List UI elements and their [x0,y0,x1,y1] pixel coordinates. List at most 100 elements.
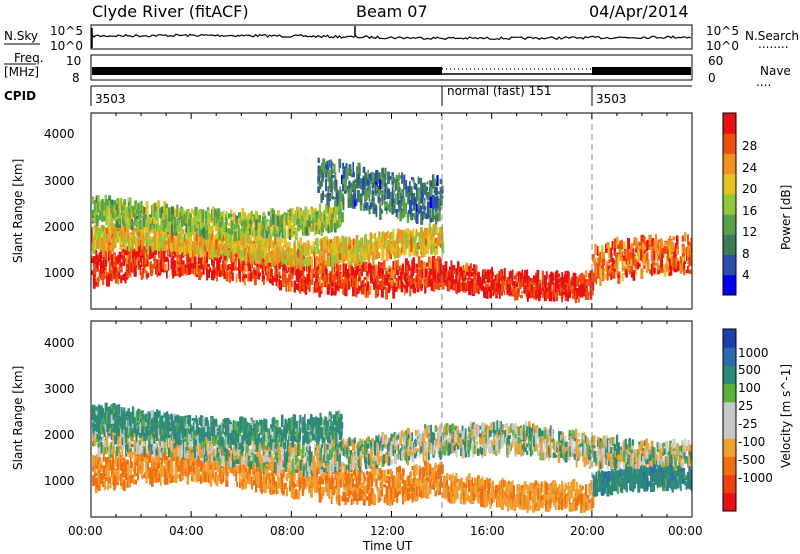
power-cell-2967 [247,213,250,218]
power-cell-1861 [281,254,284,264]
power-cell-3574 [525,269,529,281]
power-cell-3386 [468,281,471,287]
power-cell-818 [331,264,334,276]
power-cell-4497 [425,186,428,198]
power-cell-1127 [417,274,420,284]
power-cell-719 [304,276,308,285]
power-cell-3502 [503,280,506,286]
power-cell-3788 [588,276,591,281]
power-cell-4142 [319,180,322,189]
power-cell-3231 [323,222,326,226]
power-cell-3054 [272,214,275,225]
power-cell-4153 [322,158,326,165]
power-cell-1934 [304,243,307,257]
power-cell-4272 [359,179,362,190]
power-cell-4150 [321,163,324,174]
power-cell-3623 [539,279,541,287]
power-cell-1794 [260,250,263,258]
power-cell-211 [156,268,158,278]
power-cell-2514 [118,220,121,225]
power-cell-1813 [266,254,269,263]
power-cell-4122 [688,246,691,251]
power-cell-1816 [267,239,270,243]
power-cbar-tick-4: 4 [742,268,750,282]
power-cell-229 [161,267,164,273]
power-cell-3146 [300,217,303,229]
velocity-cell-116 [123,463,126,471]
power-cell-922 [358,285,362,291]
power-cell-3436 [484,280,487,285]
power-cell-2941 [241,217,243,223]
power-cell-3111 [289,231,292,237]
velocity-cell-374 [196,466,199,472]
power-cell-4206 [339,186,341,193]
power-cell-2416 [92,217,95,222]
power-cell-3176 [308,214,311,223]
power-cell-3864 [611,266,615,270]
power-cell-352 [193,257,197,267]
power-cell-2122 [356,244,359,255]
power-cell-2297 [408,236,412,244]
power-cell-3809 [594,243,597,255]
power-cell-4366 [385,191,388,200]
power-cell-3379 [465,271,469,276]
power-cell-3975 [643,250,647,254]
power-cell-2715 [174,219,176,228]
power-cell-3294 [341,218,344,222]
power-cell-695 [296,273,299,283]
power-cell-2221 [386,230,389,239]
power-cell-4262 [357,190,360,203]
power-cell-3892 [619,240,622,250]
velocity-cell-315 [179,474,182,482]
power-cell-1384 [138,236,141,245]
power-cell-2773 [191,228,194,235]
power-cell-1185 [435,281,438,289]
power-cell-4128 [689,247,692,256]
velocity-cell-149 [134,479,137,485]
power-cell-3597 [532,294,536,300]
power-cell-840 [336,259,339,270]
freq-label-top: Freq. [14,51,44,65]
power-cell-32 [99,265,103,273]
power-cell-2169 [370,238,372,248]
velocity-cell-166 [139,464,142,471]
power-cell-2681 [165,203,168,212]
power-cell-3993 [649,235,652,245]
power-cell-2929 [238,231,241,241]
power-cell-2875 [221,211,225,218]
power-cell-1287 [112,224,115,228]
power-cell-1042 [392,274,395,286]
power-cell-4409 [399,175,402,179]
velocity-cell-5 [92,462,96,467]
power-cell-2818 [205,228,208,240]
power-cell-851 [339,264,342,270]
power-cell-144 [134,259,137,266]
power-cell-1264 [105,228,108,242]
power-cell-627 [277,281,279,289]
velocity-cell-10 [93,471,97,474]
power-cell-3563 [521,269,524,282]
power-cell-1229 [94,239,97,249]
power-cell-1034 [390,267,394,279]
power-cell-3774 [584,270,588,278]
velocity-cell-339 [186,475,189,485]
power-cell-1128 [417,279,421,289]
power-cell-2917 [234,231,238,241]
power-cell-2934 [239,228,242,238]
noise-left-tick-bottom: 10^0 [50,39,83,53]
power-cell-4179 [330,161,333,171]
power-cell-4031 [660,261,664,268]
power-cell-1453 [158,233,161,240]
power-cell-1889 [290,256,293,267]
power-cell-1800 [262,250,265,259]
power-cell-1388 [139,228,142,241]
power-cell-273 [174,260,177,273]
velocity-cell-241 [158,470,162,474]
power-cell-3431 [483,286,486,294]
power-cell-3564 [521,278,524,288]
power-cell-3542 [515,287,519,293]
power-cell-4501 [426,193,430,200]
power-cell-4275 [362,166,366,173]
power-cell-1087 [405,283,409,293]
power-cell-4198 [336,196,339,206]
